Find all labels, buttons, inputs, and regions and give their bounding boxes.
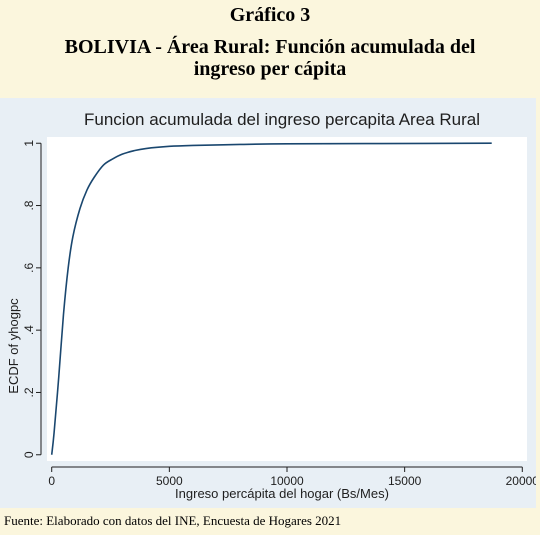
y-tick-label: .2 [22,387,36,397]
ecdf-chart: Funcion acumulada del ingreso percapita … [6,110,539,501]
plot-area [47,137,527,461]
y-tick-label: .6 [22,263,36,273]
page-title: BOLIVIA - Área Rural: Función acumulada … [0,36,540,80]
title-line-1: BOLIVIA - Área Rural: Función acumulada … [64,36,476,58]
x-tick-label: 0 [48,474,55,488]
title-line-2: ingreso per cápita [193,58,347,80]
x-tick-label: 5000 [156,474,183,488]
chart-title: Funcion acumulada del ingreso percapita … [84,110,480,129]
chart-number: Gráfico 3 [229,4,311,26]
y-tick-label: 1 [22,140,36,147]
x-tick-label: 10000 [270,474,304,488]
y-axis-label: ECDF of yhogpc [6,298,21,394]
x-tick-label: 15000 [388,474,422,488]
source-note: Fuente: Elaborado con datos del INE, Enc… [4,513,342,528]
y-tick-label: 0 [22,451,36,458]
y-tick-label: .4 [22,325,36,335]
ecdf-line [50,142,492,455]
chart-frame: Funcion acumulada del ingreso percapita … [0,98,539,508]
axes: 0 .2 .4 .6 .8 1 0 5000 10000 15000 20000 [22,140,539,488]
y-tick-label: .8 [22,200,36,210]
x-tick-label: 20000 [506,474,536,488]
x-axis-label: Ingreso percápita del hogar (Bs/Mes) [175,486,389,501]
